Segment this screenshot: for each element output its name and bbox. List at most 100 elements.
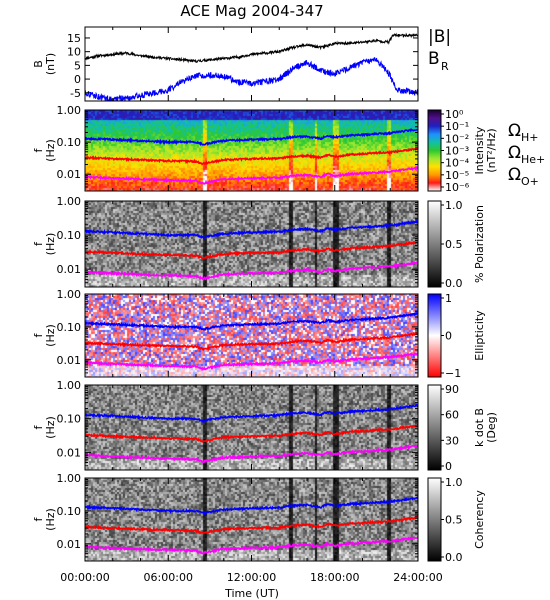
legend-b-r-subscript: R	[441, 60, 449, 73]
colorbar-label: k dot B	[473, 408, 486, 447]
b-ytick-label: 5	[74, 59, 81, 72]
x-tick-label: 00:00:00	[60, 571, 109, 584]
legend-omega: Ω	[508, 143, 521, 163]
b-ytick-label: 0	[74, 73, 81, 86]
b-ylabel: B	[32, 60, 45, 68]
colorbar-label: Ellipticity	[473, 310, 486, 361]
f-ytick-label: 0.10	[57, 229, 82, 242]
colorbar-tick-label: 0.0	[445, 551, 463, 564]
line-series-b-r	[85, 57, 418, 101]
colorbar-tick-label: 0	[445, 330, 452, 343]
b-ytick-label: -5	[70, 87, 81, 100]
gyro-line-He-plus	[85, 515, 418, 535]
f-yunit: (Hz)	[44, 416, 57, 439]
colorbar-label: Intensity	[473, 126, 486, 174]
f-ytick-label: 1.00	[57, 288, 82, 301]
colorbar-tick-label: 60	[445, 409, 459, 422]
panel-polarization: 0.01 0.10 1.00 f (Hz) 1.0 0.5 0.0 % Polarization	[32, 195, 486, 290]
legend-b-total: |B|	[428, 27, 451, 47]
f-ylabel: f	[32, 147, 45, 152]
legend-omega: Ω	[508, 165, 521, 185]
coherency-plot-area	[85, 478, 418, 561]
f-ytick-label: 0.10	[57, 413, 82, 426]
f-ytick-label: 0.10	[57, 505, 82, 518]
k-dot-b-spectrogram-image	[85, 385, 418, 470]
colorbar-tick-label: 1	[445, 292, 452, 305]
panel-k-dot-b: 0.01 0.10 1.00 f (Hz) 90 60 30 0 k dot B (Deg)	[32, 379, 498, 473]
gyro-line-H-plus	[85, 219, 418, 240]
f-ytick-label: 1.00	[57, 379, 82, 392]
f-ytick-label: 1.00	[57, 472, 82, 485]
colorbar-tick-label: 10⁻⁵	[445, 169, 469, 182]
coherency-colorbar	[427, 477, 442, 562]
gyro-line-O-plus	[85, 261, 418, 281]
gyro-line-He-plus	[85, 147, 418, 166]
ellipticity-plot-area	[85, 294, 418, 377]
colorbar-tick-label: 10⁰	[445, 108, 464, 121]
polarization-plot-area	[85, 201, 418, 287]
colorbar-label: Coherency	[473, 490, 486, 549]
f-ytick-label: 0.10	[57, 321, 82, 334]
colorbar-tick-label: 0.5	[445, 238, 463, 251]
colorbar-tick-label: 10⁻¹	[445, 120, 469, 133]
f-ytick-label: 0.01	[57, 263, 82, 276]
colorbar-tick-label: 0.5	[445, 514, 463, 527]
intensity-plot-area	[85, 110, 418, 191]
f-yunit: (Hz)	[44, 233, 57, 256]
colorbar-tick-label: −1	[445, 367, 461, 380]
colorbar-tick-label: 0.0	[445, 277, 463, 290]
colorbar-tick-label: 10⁻³	[445, 145, 469, 158]
line-series-b-total	[85, 32, 418, 64]
f-ytick-label: 0.01	[57, 354, 82, 367]
f-ytick-label: 1.00	[57, 195, 82, 208]
colorbar-tick-label: 10⁻⁶	[445, 181, 470, 194]
b-ytick-label: 15	[67, 32, 81, 45]
colorbar-unit: (nT²/Hz)	[485, 128, 498, 172]
intensity-colorbar	[427, 109, 442, 192]
gyro-line-He-plus	[85, 423, 418, 443]
f-ytick-label: 1.00	[57, 104, 82, 117]
f-yunit: (Hz)	[44, 508, 57, 531]
gyro-line-H-plus	[85, 496, 418, 516]
gyro-line-O-plus	[85, 535, 418, 555]
gyro-line-He-plus	[85, 331, 418, 352]
panel-intensity: 0.01 0.10 1.00 f (Hz) 10⁰10⁻¹10⁻²10⁻³10⁻⁴10⁻⁵…	[32, 104, 545, 194]
x-tick-label: 12:00:00	[227, 571, 276, 584]
f-yunit: (Hz)	[44, 139, 57, 162]
panel-ellipticity: 0.01 0.10 1.00 f (Hz) 1 0 −1 Ellipticity	[32, 288, 486, 380]
gyro-line-O-plus	[85, 165, 418, 186]
k-dot-b-plot-area	[85, 385, 418, 470]
f-ytick-label: 0.10	[57, 136, 82, 149]
legend-omega-subscript: O+	[521, 175, 539, 188]
gyro-line-He-plus	[85, 240, 418, 260]
f-ylabel: f	[32, 516, 45, 521]
f-ytick-label: 0.01	[57, 446, 82, 459]
colorbar-tick-label: 30	[445, 434, 459, 447]
gyro-line-O-plus	[85, 352, 418, 372]
b-field-plot-area	[85, 32, 418, 101]
x-tick-label: 06:00:00	[144, 571, 193, 584]
colorbar-unit: (Deg)	[485, 412, 498, 443]
f-ylabel: f	[32, 424, 45, 429]
gyro-line-H-plus	[85, 128, 418, 147]
f-ytick-label: 0.01	[57, 538, 82, 551]
x-tick-label: 24:00:00	[393, 571, 442, 584]
chart-title: ACE Mag 2004-347	[180, 2, 323, 20]
colorbar-tick-label: 90	[445, 383, 459, 396]
f-ylabel: f	[32, 241, 45, 246]
k-dot-b-colorbar	[427, 384, 442, 471]
colorbar-tick-label: 10⁻⁴	[445, 157, 470, 170]
colorbar-tick-label: 1.0	[445, 476, 463, 489]
legend-omega-subscript: H+	[521, 131, 539, 144]
f-yunit: (Hz)	[44, 324, 57, 347]
panel-coherency: 0.01 0.10 1.00 f (Hz) 1.0 0.5 0.0 Coherency	[32, 472, 486, 564]
legend-b-r: B	[428, 49, 440, 69]
gyro-line-H-plus	[85, 311, 418, 331]
b-field-frame	[84, 26, 419, 102]
colorbar-tick-label: 1.0	[445, 199, 463, 212]
gyro-line-O-plus	[85, 443, 418, 464]
